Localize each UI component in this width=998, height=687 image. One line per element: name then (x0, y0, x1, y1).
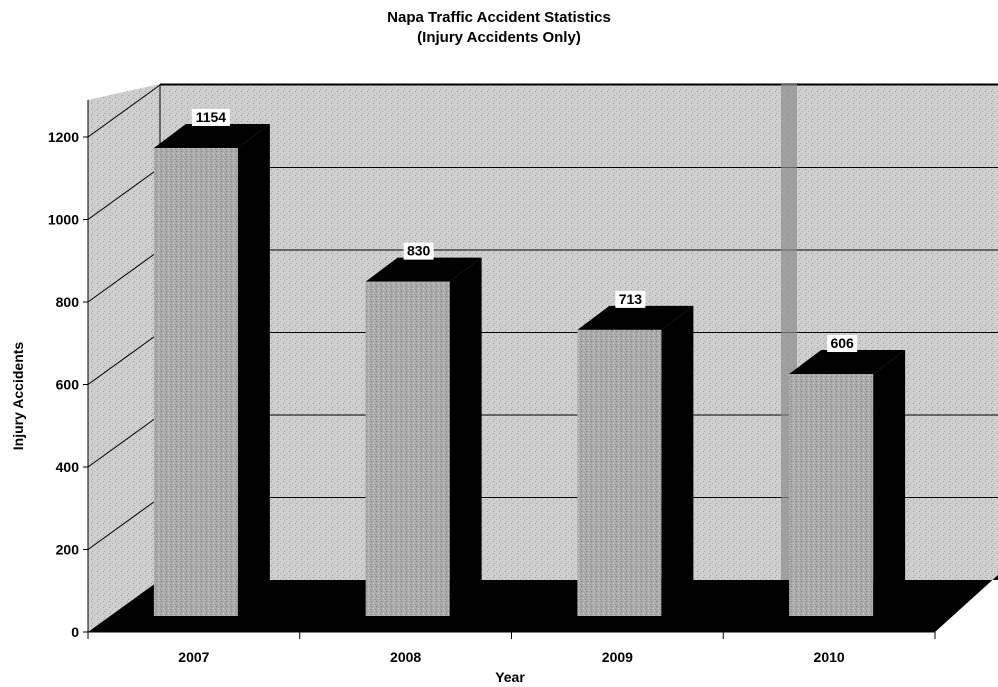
data-label: 606 (830, 335, 854, 351)
x-tick-label: 2010 (814, 649, 845, 665)
bar (789, 374, 874, 616)
x-tick-label: 2009 (602, 649, 633, 665)
floor (88, 575, 998, 632)
bar (577, 329, 662, 616)
bar-top (153, 123, 270, 148)
gridline-side (87, 414, 161, 468)
data-label-box (615, 290, 646, 308)
y-axis-title: Injury Accidents (10, 342, 26, 451)
y-tick-label: 1200 (48, 129, 79, 145)
gridline-side (87, 167, 161, 220)
y-tick-label: 400 (56, 459, 80, 475)
gridline-side (87, 249, 161, 303)
bar-top (789, 350, 906, 375)
y-tick-label: 200 (56, 542, 80, 558)
data-label-box (191, 108, 230, 126)
x-tick-label: 2007 (178, 649, 209, 665)
bar (153, 147, 238, 616)
data-label-box (403, 242, 434, 260)
gridline-side (87, 332, 161, 385)
data-label: 713 (619, 291, 643, 307)
data-label: 1154 (196, 109, 227, 125)
chart-title-block: Napa Traffic Accident Statistics (Injury… (0, 8, 998, 48)
bar-side (449, 257, 482, 616)
bar (365, 281, 450, 616)
bar-top (365, 257, 482, 282)
y-tick-label: 1000 (48, 212, 79, 228)
y-tick-label: 600 (56, 377, 80, 393)
x-axis-title: Year (495, 669, 525, 685)
y-tick-label: 800 (56, 294, 80, 310)
bar-side (237, 123, 270, 616)
data-label: 830 (407, 243, 431, 259)
chart-title: Napa Traffic Accident Statistics (387, 9, 611, 26)
y-tick-label: 0 (71, 624, 79, 640)
gridline-side (87, 497, 161, 550)
data-label-box (827, 335, 858, 353)
x-tick-label: 2008 (390, 649, 421, 665)
gridline-side (87, 84, 161, 138)
bar-top (577, 305, 694, 330)
chart-subtitle: (Injury Accidents Only) (417, 29, 581, 46)
bar-side (661, 305, 694, 616)
bar-side (873, 350, 906, 616)
